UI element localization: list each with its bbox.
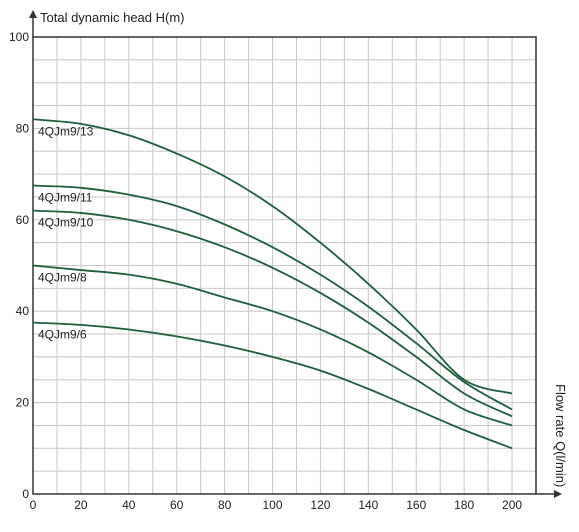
y-axis-title: Total dynamic head H(m)	[40, 10, 185, 25]
series-label: 4QJm9/13	[38, 124, 94, 138]
series-line	[32, 264, 513, 427]
series-lines	[32, 118, 513, 450]
x-tick-labels: 0 20 40 60 80 100 120 140 160 180 200	[30, 498, 523, 512]
y-tick-labels: 0 20 40 60 80 100	[9, 30, 29, 501]
series-line	[32, 118, 513, 395]
x-tick-label: 20	[74, 498, 88, 512]
y-tick-label: 80	[16, 121, 30, 135]
x-tick-label: 100	[263, 498, 283, 512]
x-tick-label: 200	[502, 498, 522, 512]
series-line	[32, 184, 513, 411]
x-tick-label: 140	[358, 498, 378, 512]
series-label: 4QJm9/11	[38, 191, 93, 205]
x-axis-arrow	[554, 490, 562, 498]
series-line	[32, 321, 513, 450]
x-tick-label: 40	[122, 498, 136, 512]
y-tick-label: 60	[16, 213, 30, 227]
series-label: 4QJm9/8	[38, 271, 87, 285]
x-tick-label: 60	[170, 498, 184, 512]
x-axis-title: Flow rate Q(l/min)	[553, 384, 568, 487]
x-tick-label: 120	[310, 498, 330, 512]
y-tick-label: 20	[16, 396, 30, 410]
y-tick-label: 40	[16, 304, 30, 318]
x-tick-label: 180	[454, 498, 474, 512]
y-axis-arrow	[29, 10, 37, 18]
x-tick-label: 80	[218, 498, 232, 512]
series-line	[32, 209, 513, 418]
x-tick-label: 160	[406, 498, 426, 512]
series-labels: 4QJm9/13 4QJm9/11 4QJm9/10 4QJm9/8 4QJm9/6	[38, 124, 94, 341]
series-label: 4QJm9/10	[38, 216, 94, 230]
y-tick-label: 0	[22, 487, 29, 501]
x-tick-label: 0	[30, 498, 37, 512]
y-tick-label: 100	[9, 30, 29, 44]
grid	[33, 37, 536, 494]
series-label: 4QJm9/6	[38, 328, 87, 342]
